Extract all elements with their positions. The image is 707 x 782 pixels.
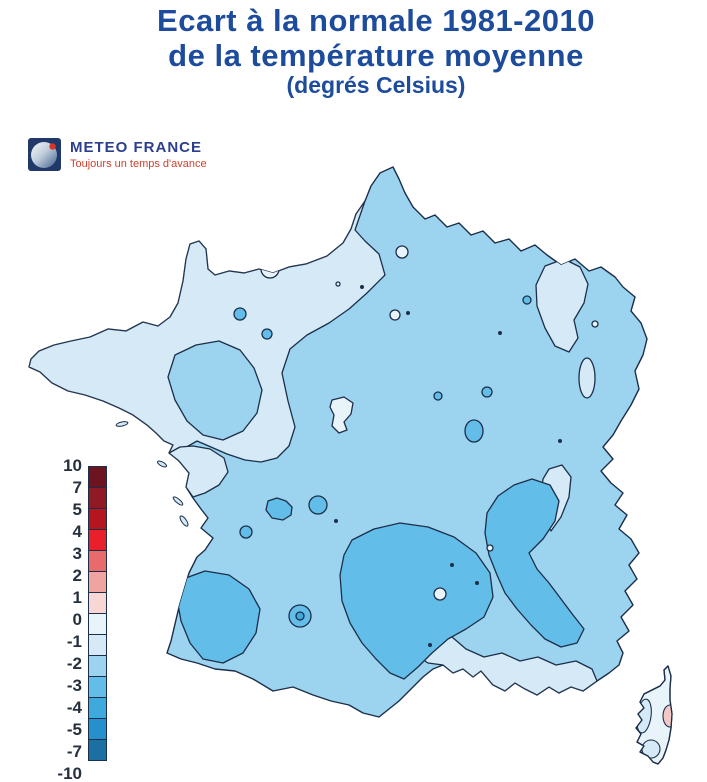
legend-color-cell bbox=[88, 508, 107, 530]
title-subtitle: (degrés Celsius) bbox=[286, 72, 466, 99]
title-line-1: Ecart à la normale 1981-2010 bbox=[157, 3, 595, 38]
tiny-dots bbox=[334, 285, 562, 647]
legend-tick-label: -2 bbox=[66, 654, 82, 673]
legend-color-cell bbox=[88, 655, 107, 677]
pocket-dark bbox=[481, 386, 493, 398]
pocket-dark bbox=[239, 525, 253, 539]
legend-tick-label: 5 bbox=[72, 500, 82, 519]
legend-tick-label: 10 bbox=[63, 456, 82, 475]
region-massif-central-dark bbox=[339, 522, 494, 680]
legend-tick-label: -4 bbox=[66, 698, 82, 717]
legend-color-cell bbox=[88, 529, 107, 551]
region-corsica-east-pink bbox=[662, 704, 672, 728]
corsica-outline bbox=[635, 665, 673, 765]
pocket-very-light bbox=[486, 544, 494, 552]
legend-tick-label: 1 bbox=[72, 588, 82, 607]
legend-tick-label: -7 bbox=[66, 742, 82, 761]
legend-color-cell bbox=[88, 739, 107, 761]
legend-tick-label: -3 bbox=[66, 676, 82, 695]
legend-color-cell bbox=[88, 634, 107, 656]
pocket-very-light bbox=[591, 320, 599, 328]
pocket-dark bbox=[308, 495, 328, 515]
region-corsica-south-light bbox=[641, 739, 661, 759]
legend-tick-label: -10 bbox=[57, 764, 82, 782]
legend-tick-label: 4 bbox=[72, 522, 82, 541]
atlantic-islets bbox=[115, 421, 189, 527]
legend-tick-label: -5 bbox=[66, 720, 82, 739]
logo-name: METEO FRANCE bbox=[70, 139, 202, 156]
legend-color-cell bbox=[88, 697, 107, 719]
legend-tick-label: 7 bbox=[72, 478, 82, 497]
pocket-core-m5 bbox=[295, 611, 305, 621]
pocket-very-light bbox=[389, 309, 401, 321]
legend-color-cell bbox=[88, 550, 107, 572]
globe-logo-icon bbox=[28, 138, 61, 171]
page-title: Ecart à la normale 1981-2010 de la tempé… bbox=[55, 3, 697, 99]
legend-tick-label: 3 bbox=[72, 544, 82, 563]
legend-labels: 10 7 5 4 3 2 1 0 -1 -2 -3 -4 -5 -7 -10 bbox=[52, 457, 82, 782]
logo-text: METEO FRANCE Toujours un temps d'avance bbox=[70, 138, 207, 171]
region-aquitaine-dark bbox=[176, 570, 261, 664]
pocket-dark bbox=[265, 497, 293, 521]
pocket-dark bbox=[522, 295, 532, 305]
region-alsace-light bbox=[535, 258, 589, 353]
legend-color-cell bbox=[88, 592, 107, 614]
meteo-france-logo: METEO FRANCE Toujours un temps d'avance bbox=[28, 138, 207, 171]
legend-tick-label: 2 bbox=[72, 566, 82, 585]
legend-color-cell bbox=[88, 676, 107, 698]
legend-color-cell bbox=[88, 487, 107, 509]
legend-color-cell bbox=[88, 613, 107, 635]
legend-bar bbox=[88, 466, 107, 761]
pocket-very-light bbox=[335, 281, 341, 287]
legend-tick-label: -1 bbox=[66, 632, 82, 651]
color-scale-legend: 10 7 5 4 3 2 1 0 -1 -2 -3 -4 -5 -7 -10 bbox=[52, 457, 108, 782]
region-northwest-light bbox=[29, 200, 386, 463]
pocket-dark bbox=[464, 419, 484, 443]
pocket-dark bbox=[433, 391, 443, 401]
title-line-2: de la température moyenne bbox=[168, 37, 584, 73]
legend-tick-label: 0 bbox=[72, 610, 82, 629]
pocket-very-light bbox=[395, 245, 409, 259]
region-vendee-light bbox=[168, 445, 229, 498]
region-brittany-medium-lobe bbox=[167, 340, 263, 441]
pocket-very-light bbox=[260, 259, 280, 279]
logo-tagline: Toujours un temps d'avance bbox=[70, 157, 207, 170]
pocket-very-light bbox=[329, 396, 354, 434]
pocket-dark bbox=[233, 307, 247, 321]
legend-color-cell bbox=[88, 571, 107, 593]
region-east-small-light bbox=[578, 357, 596, 399]
legend-color-cell bbox=[88, 718, 107, 740]
legend-color-cell bbox=[88, 466, 107, 488]
pocket-dark bbox=[261, 328, 273, 340]
region-alps-dark bbox=[484, 478, 585, 648]
pocket-very-light bbox=[433, 587, 447, 601]
